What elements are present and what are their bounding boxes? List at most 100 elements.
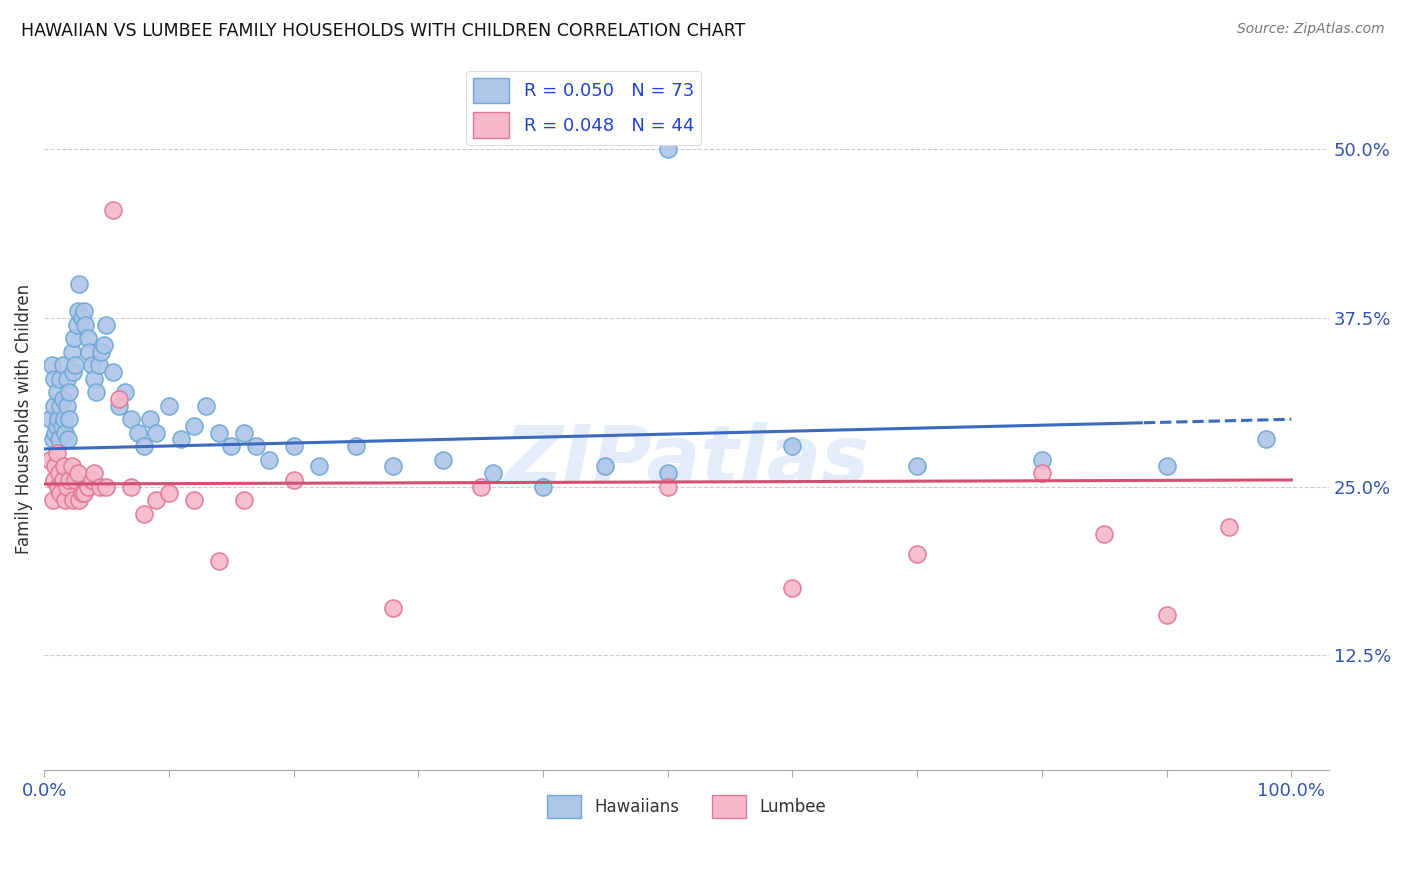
Point [139, 412, 162, 426]
Point [76, 480, 98, 494]
Point [132, 439, 155, 453]
Point [657, 480, 679, 494]
Point [83, 467, 105, 481]
Point [56, 433, 79, 447]
Point [93, 338, 115, 352]
Point [905, 459, 928, 474]
Point [60, 344, 83, 359]
Point [52, 392, 75, 406]
Point [39, 452, 62, 467]
Point [49, 372, 72, 386]
Point [46, 412, 69, 426]
Point [470, 480, 492, 494]
Point [49, 486, 72, 500]
Point [183, 419, 205, 434]
Point [45, 385, 67, 400]
Point [283, 439, 305, 453]
Point [595, 459, 617, 474]
Point [157, 399, 180, 413]
Point [232, 425, 254, 440]
Point [531, 480, 554, 494]
Point [39, 412, 62, 426]
Y-axis label: Family Households with Children: Family Households with Children [15, 285, 32, 554]
Point [66, 304, 89, 318]
Point [48, 467, 70, 481]
Point [183, 493, 205, 508]
Point [905, 547, 928, 561]
Legend: Hawaiians, Lumbee: Hawaiians, Lumbee [540, 788, 832, 825]
Point [145, 493, 167, 508]
Point [108, 392, 131, 406]
Point [44, 425, 66, 440]
Point [52, 359, 75, 373]
Point [145, 425, 167, 440]
Point [87, 359, 110, 373]
Point [70, 311, 93, 326]
Point [86, 385, 108, 400]
Point [782, 581, 804, 595]
Point [42, 473, 65, 487]
Point [195, 399, 218, 413]
Point [232, 493, 254, 508]
Point [48, 433, 70, 447]
Point [80, 359, 103, 373]
Point [42, 433, 65, 447]
Point [1092, 527, 1115, 541]
Point [55, 399, 77, 413]
Point [73, 304, 96, 318]
Point [60, 459, 83, 474]
Point [657, 467, 679, 481]
Point [283, 473, 305, 487]
Point [90, 344, 112, 359]
Point [208, 554, 231, 568]
Point [170, 433, 193, 447]
Point [53, 493, 76, 508]
Point [73, 486, 96, 500]
Point [67, 493, 90, 508]
Point [108, 399, 131, 413]
Point [58, 385, 80, 400]
Point [49, 399, 72, 413]
Point [65, 359, 87, 373]
Text: ZIPatlas: ZIPatlas [503, 422, 869, 500]
Point [53, 412, 76, 426]
Point [42, 372, 65, 386]
Point [63, 331, 86, 345]
Point [53, 425, 76, 440]
Point [96, 480, 118, 494]
Point [482, 467, 505, 481]
Point [1256, 433, 1278, 447]
Point [58, 473, 80, 487]
Point [382, 459, 405, 474]
Point [83, 372, 105, 386]
Point [65, 473, 87, 487]
Point [127, 425, 149, 440]
Point [55, 480, 77, 494]
Point [89, 480, 111, 494]
Point [70, 486, 93, 500]
Point [114, 385, 136, 400]
Point [782, 439, 804, 453]
Point [42, 399, 65, 413]
Point [77, 344, 100, 359]
Point [51, 419, 73, 434]
Point [76, 331, 98, 345]
Point [257, 452, 280, 467]
Point [46, 480, 69, 494]
Point [52, 473, 75, 487]
Text: HAWAIIAN VS LUMBEE FAMILY HOUSEHOLDS WITH CHILDREN CORRELATION CHART: HAWAIIAN VS LUMBEE FAMILY HOUSEHOLDS WIT… [21, 22, 745, 40]
Point [382, 601, 405, 615]
Point [1156, 459, 1178, 474]
Point [45, 446, 67, 460]
Point [75, 318, 97, 332]
Point [101, 203, 124, 218]
Point [44, 459, 66, 474]
Point [308, 459, 330, 474]
Point [245, 439, 267, 453]
Point [157, 486, 180, 500]
Point [219, 439, 242, 453]
Point [67, 277, 90, 292]
Text: Source: ZipAtlas.com: Source: ZipAtlas.com [1237, 22, 1385, 37]
Point [1218, 520, 1240, 534]
Point [62, 365, 84, 379]
